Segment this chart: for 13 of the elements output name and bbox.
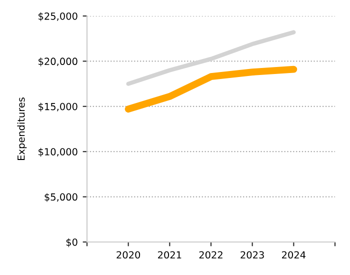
x-tick-label: 2024	[282, 251, 306, 259]
y-tick-label: $5,000	[44, 193, 78, 202]
x-tick-label: 2023	[240, 251, 264, 259]
x-tick-label: 2022	[199, 251, 222, 259]
y-tick-label: $0	[66, 238, 78, 248]
x-tick-label: 2020	[116, 251, 140, 259]
line-series	[126, 30, 296, 86]
y-tick-label: $15,000	[38, 102, 78, 112]
y-tick-label: $20,000	[38, 58, 78, 66]
y-axis-title: Expenditures	[17, 98, 27, 160]
y-tick-label: $10,000	[38, 148, 78, 157]
x-tick-label: 2021	[158, 251, 182, 259]
y-tick-label: $25,000	[38, 12, 78, 22]
